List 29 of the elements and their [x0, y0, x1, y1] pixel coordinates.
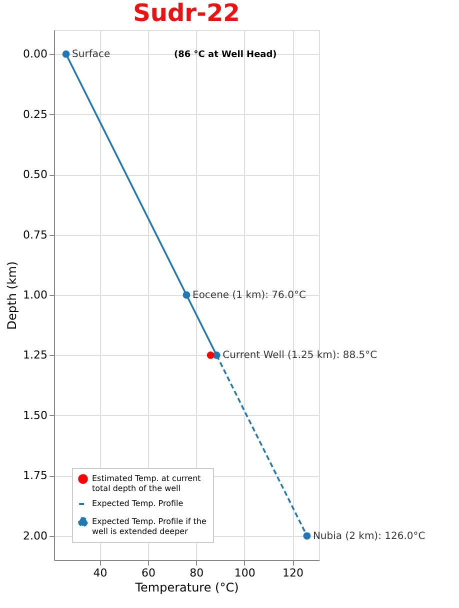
point [182, 291, 190, 299]
annotation: Nubia (2 km): 126.0°C [312, 530, 426, 542]
x-tick-label: 120 [282, 566, 304, 580]
annotation: Eocene (1 km): 76.0°C [192, 290, 306, 301]
y-axis-title: Depth (km) [5, 261, 20, 330]
y-tick-label: 1.25 [23, 348, 48, 362]
point [303, 532, 311, 540]
y-tick-label: 1.75 [23, 469, 48, 482]
y-tick-label: 2.00 [23, 529, 48, 542]
x-tick-label: 80 [190, 566, 204, 580]
y-tick-label: 0.00 [23, 48, 48, 61]
x-tick-label: 40 [93, 566, 108, 580]
point [206, 352, 214, 359]
y-tick-label: 0.25 [23, 108, 48, 121]
legend-label: Expected Temp. Profile [92, 499, 184, 508]
y-tick-label: 0.75 [23, 228, 48, 242]
y-tick-label: 1.00 [23, 288, 48, 302]
x-tick-label: 60 [141, 566, 156, 580]
y-tick-label: 1.50 [23, 408, 48, 422]
legend-label: Expected Temp. Profile if the well is extended deeper [92, 517, 206, 536]
y-tick-label: 0.50 [23, 168, 48, 182]
x-axis-title: Temperature (°C) [134, 580, 239, 594]
x-tick-label: 100 [234, 566, 256, 580]
annotation: Surface [72, 49, 110, 60]
chart-title: Sudr-22 [133, 0, 240, 27]
annotation: (86 °C at Well Head) [174, 50, 277, 60]
legend-label: Estimated Temp. at current total depth of the well [92, 474, 201, 493]
point [62, 50, 70, 58]
annotation: Current Well (1.25 km): 88.5°C [222, 350, 378, 362]
